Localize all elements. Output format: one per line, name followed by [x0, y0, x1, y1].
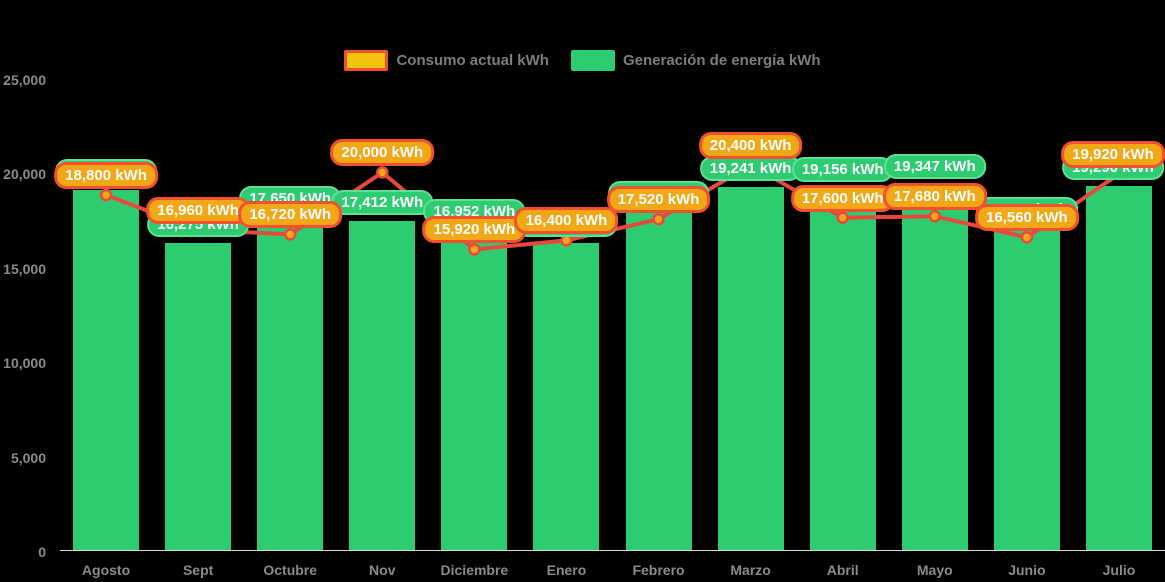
consumo-point-octubre[interactable]	[283, 228, 297, 241]
x-tick-label-enero: Enero	[546, 562, 587, 578]
consumo-point-agosto[interactable]	[99, 188, 113, 202]
consumo-point-junio[interactable]	[1020, 231, 1034, 244]
consumo-swatch-icon	[344, 50, 389, 71]
x-tick-label-febrero: Febrero	[632, 562, 685, 578]
x-tick-label-agosto: Agosto	[81, 562, 131, 578]
bar-abril[interactable]	[809, 188, 876, 550]
generacion-label-marzo: 19,241 kWh	[699, 155, 802, 181]
y-tick-label: 0	[38, 544, 46, 560]
legend-item-consumo[interactable]: Consumo actual kWh	[344, 50, 549, 71]
x-tick-label-marzo: Marzo	[730, 562, 771, 578]
consumo-label-junio: 16,560 kWh	[975, 204, 1079, 232]
bar-julio[interactable]	[1085, 185, 1152, 550]
bar-nov[interactable]	[349, 221, 416, 550]
consumo-label-agosto: 18,800 kWh	[54, 162, 158, 190]
bar-enero[interactable]	[533, 243, 600, 550]
generacion-swatch-icon	[570, 50, 615, 71]
generacion-label-nov: 17,412 kWh	[331, 190, 434, 216]
legend-label-consumo: Consumo actual kWh	[396, 52, 549, 69]
consumo-label-enero: 16,400 kWh	[514, 207, 619, 235]
y-tick-label: 25,000	[3, 72, 46, 88]
x-tick-label-abril: Abril	[826, 562, 859, 578]
generacion-label-abril: 19,156 kWh	[791, 157, 894, 183]
x-tick-label-julio: Julio	[1102, 562, 1136, 578]
consumo-point-febrero[interactable]	[652, 212, 665, 226]
x-axis-line	[60, 550, 1165, 551]
x-tick-label-junio: Junio	[1008, 562, 1046, 578]
bar-agosto[interactable]	[73, 189, 140, 550]
consumo-point-mayo[interactable]	[928, 209, 942, 223]
x-tick-label-diciembre: Diciembre	[440, 562, 509, 578]
x-tick-label-mayo: Mayo	[916, 562, 953, 578]
consumo-label-sept: 16,960 kWh	[146, 196, 250, 224]
bar-febrero[interactable]	[625, 211, 692, 550]
bar-sept[interactable]	[165, 242, 232, 550]
y-tick-label: 5,000	[10, 449, 46, 466]
generacion-label-mayo: 19,347 kWh	[883, 153, 986, 179]
consumo-label-nov: 20,000 kWh	[330, 139, 435, 167]
consumo-label-mayo: 17,680 kWh	[882, 183, 987, 211]
consumo-label-marzo: 20,400 kWh	[698, 131, 803, 159]
legend-item-generacion[interactable]: Generación de energía kWh	[570, 50, 821, 71]
legend-label-generacion: Generación de energía kWh	[622, 52, 821, 69]
consumo-label-octubre: 16,720 kWh	[238, 201, 343, 229]
consumo-label-diciembre: 15,920 kWh	[422, 216, 527, 244]
y-tick-label: 15,000	[3, 260, 46, 277]
y-tick-label: 20,000	[3, 166, 46, 183]
bar-diciembre[interactable]	[441, 229, 508, 550]
bar-mayo[interactable]	[901, 184, 968, 550]
consumo-point-abril[interactable]	[836, 211, 849, 224]
legend: Consumo actual kWh Generación de energía…	[0, 50, 1165, 71]
consumo-label-abril: 17,600 kWh	[790, 184, 895, 212]
consumo-point-diciembre[interactable]	[468, 243, 481, 256]
bar-marzo[interactable]	[717, 186, 784, 550]
x-tick-label-nov: Nov	[369, 562, 396, 578]
x-tick-label-sept: Sept	[182, 562, 214, 578]
bar-octubre[interactable]	[257, 216, 324, 550]
x-tick-label-octubre: Octubre	[263, 562, 318, 578]
consumo-label-julio: 19,920 kWh	[1061, 140, 1165, 168]
y-tick-label: 10,000	[3, 355, 46, 372]
consumo-label-febrero: 17,520 kWh	[606, 186, 711, 214]
bar-junio[interactable]	[993, 227, 1060, 550]
consumo-point-nov[interactable]	[376, 166, 389, 179]
